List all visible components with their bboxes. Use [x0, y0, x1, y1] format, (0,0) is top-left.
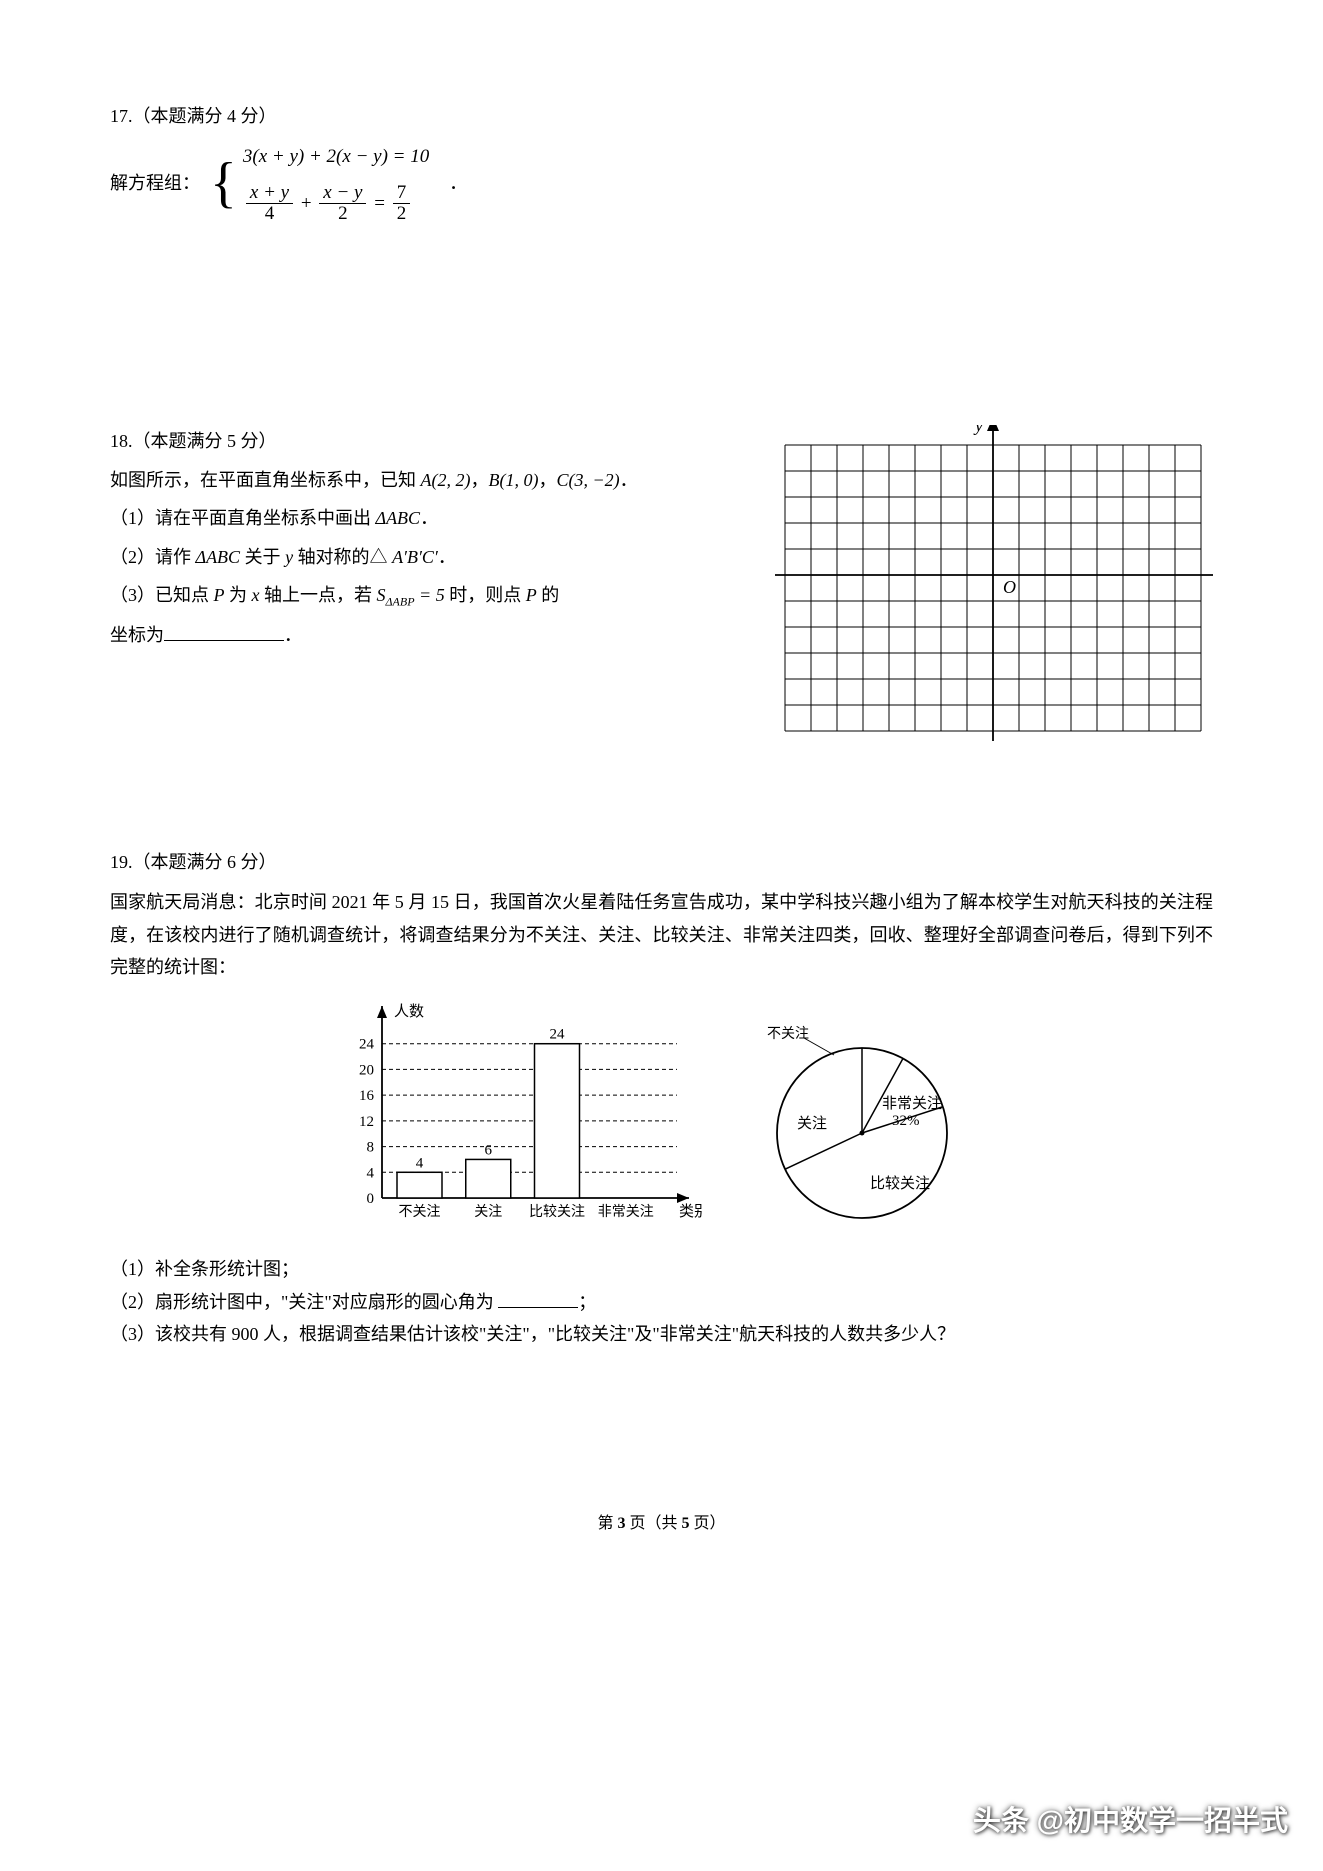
svg-text:4: 4 [415, 1156, 423, 1172]
svg-text:关注: 关注 [797, 1115, 827, 1132]
q18-text: 18.（本题满分 5 分） 如图所示，在平面直角坐标系中，已知 A(2, 2)，… [110, 425, 713, 657]
svg-text:24: 24 [549, 1027, 565, 1043]
q18-header: 18.（本题满分 5 分） [110, 425, 713, 457]
q19-sub1: （1）补全条形统计图； [110, 1253, 1213, 1285]
svg-text:0: 0 [366, 1191, 374, 1207]
svg-text:不关注: 不关注 [767, 1026, 809, 1042]
svg-text:6: 6 [484, 1143, 492, 1159]
q19-sub2: （2）扇形统计图中，"关注"对应扇形的圆心角为 ； [110, 1286, 1213, 1318]
q19-sub3: （3）该校共有 900 人，根据调查结果估计该校"关注"，"比较关注"及"非常关… [110, 1318, 1213, 1350]
q18-line5: 坐标为． [110, 619, 713, 651]
svg-text:人数: 人数 [394, 1003, 424, 1020]
grid-svg: Oxy [743, 425, 1213, 775]
question-18: 18.（本题满分 5 分） 如图所示，在平面直角坐标系中，已知 A(2, 2)，… [110, 425, 1213, 785]
svg-text:12: 12 [359, 1114, 374, 1130]
period: ． [449, 167, 467, 199]
svg-text:24: 24 [359, 1037, 375, 1053]
answer-blank [164, 623, 284, 641]
bar-chart: 0 4 8 12 16 20 24 4 不关注 6 关注 24 比较关注非常关注 人数类别 [332, 998, 702, 1238]
fraction-1: x + y4 [246, 183, 293, 226]
q17-equation-system: 解方程组： { 3(x + y) + 2(x − y) = 10 x + y4 … [110, 140, 1213, 225]
eq1: 3(x + y) + 2(x − y) = 10 [243, 140, 429, 174]
q17-header: 17.（本题满分 4 分） [110, 100, 1213, 132]
svg-text:8: 8 [366, 1140, 374, 1156]
svg-text:32%: 32% [892, 1113, 920, 1129]
svg-text:非常关注: 非常关注 [882, 1095, 942, 1112]
q18-line3: （2）请作 ΔABC 关于 y 轴对称的△ A′B′C′． [110, 541, 713, 573]
svg-text:4: 4 [366, 1166, 374, 1182]
q19-header: 19.（本题满分 6 分） [110, 846, 1213, 878]
answer-blank-2 [498, 1290, 578, 1308]
q18-line2: （1）请在平面直角坐标系中画出 ΔABC． [110, 502, 713, 534]
svg-text:16: 16 [359, 1088, 375, 1104]
svg-text:关注: 关注 [474, 1204, 502, 1220]
q17-label: 解方程组： [110, 167, 200, 199]
svg-text:非常关注: 非常关注 [597, 1204, 653, 1220]
svg-text:O: O [1003, 577, 1016, 597]
brace-system: { 3(x + y) + 2(x − y) = 10 x + y4 + x − … [210, 140, 429, 225]
svg-text:比较关注: 比较关注 [870, 1174, 930, 1192]
eq2: x + y4 + x − y2 = 72 [243, 183, 429, 226]
page-footer: 第 3 页（共 5 页） [110, 1510, 1213, 1539]
q18-line1: 如图所示，在平面直角坐标系中，已知 A(2, 2)，B(1, 0)，C(3, −… [110, 464, 713, 496]
svg-text:20: 20 [359, 1063, 374, 1079]
q19-p1: 国家航天局消息：北京时间 2021 年 5 月 15 日，我国首次火星着陆任务宣… [110, 886, 1213, 983]
svg-text:y: y [973, 425, 983, 435]
watermark: 头条 @初中数学一招半式 [973, 1796, 1288, 1846]
system-equations: 3(x + y) + 2(x − y) = 10 x + y4 + x − y2… [243, 140, 429, 225]
pie-chart: 不关注非常关注32% 关注比较关注 [732, 1018, 992, 1238]
q18-line4: （3）已知点 P 为 x 轴上一点，若 SΔABP = 5 时，则点 P 的 [110, 579, 713, 613]
question-19: 19.（本题满分 6 分） 国家航天局消息：北京时间 2021 年 5 月 15… [110, 846, 1213, 1351]
svg-text:比较关注: 比较关注 [529, 1204, 585, 1220]
coordinate-grid: Oxy [743, 425, 1213, 785]
left-brace-icon: { [210, 155, 237, 211]
fraction-2: x − y2 [319, 183, 366, 226]
svg-text:类别: 类别 [679, 1203, 702, 1220]
q19-charts: 048121620244不关注6关注24比较关注非常关注人数类别 不关注非常关注… [110, 998, 1213, 1238]
fraction-3: 72 [393, 183, 411, 226]
question-17: 17.（本题满分 4 分） 解方程组： { 3(x + y) + 2(x − y… [110, 100, 1213, 225]
svg-text:不关注: 不关注 [398, 1204, 440, 1220]
